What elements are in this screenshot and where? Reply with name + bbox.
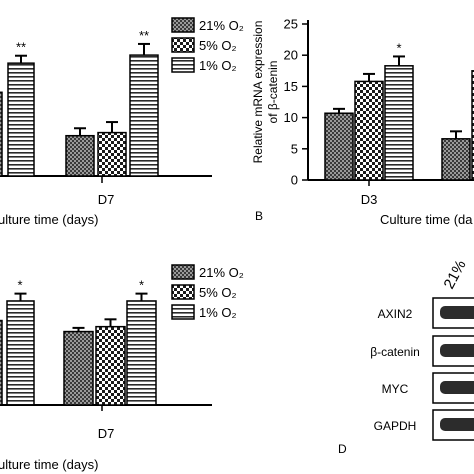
panel-b-category-label: D3 xyxy=(361,192,378,207)
panel-a-legend-swatch-1pct xyxy=(171,57,195,73)
panel-b-y-tick-label-15: 15 xyxy=(284,79,298,94)
panel-b-y-tick-label-25: 25 xyxy=(284,17,298,32)
panel-c-x-axis-label: ulture time (days) xyxy=(0,457,98,472)
blot-label-beta-catenin: β-catenin xyxy=(370,345,420,359)
panel-c-category-label: D7 xyxy=(98,426,115,441)
blot-label-myc: MYC xyxy=(382,382,409,396)
panel-b-y-axis-label-line1: Relative mRNA expression xyxy=(251,21,265,164)
western-blot-panel: 21% AXIN2 β-catenin MYC GAPDH xyxy=(370,257,474,441)
panel-a-legend-label-21pct: 21% O₂ xyxy=(199,18,244,33)
panel-a-x-axis-label: ulture time (days) xyxy=(0,212,98,227)
panel-a-offscreen-bar-0 xyxy=(0,91,3,177)
panel-a-offscreen-bar-1 xyxy=(7,62,35,177)
panel-b-bar-1pct xyxy=(384,65,414,181)
panel-b-chart: 0 5 10 15 20 25 * D3 Culture time (da Relativ… xyxy=(251,17,474,227)
panel-b-bar-5pct xyxy=(354,80,384,181)
panel-a-legend-label-5pct: 5% O₂ xyxy=(199,38,237,53)
panel-d-letter: D xyxy=(338,442,347,456)
panel-b-y-axis-label-line2: of β-catenin xyxy=(266,61,280,124)
panel-b-bar-21pct xyxy=(324,112,354,181)
panel-a-significance-mark: ** xyxy=(139,28,149,43)
panel-c-legend-label-5pct: 5% O₂ xyxy=(199,285,237,300)
panel-b-y-tick-label-0: 0 xyxy=(291,173,298,188)
panel-b-x-axis-label: Culture time (da xyxy=(380,212,473,227)
panel-c-legend-swatch-5pct xyxy=(171,284,195,300)
panel-a-legend: 21% O₂ 5% O₂ 1% O₂ xyxy=(171,17,244,73)
panel-c-significance-mark: * xyxy=(139,278,144,293)
panel-c-legend-swatch-21pct xyxy=(171,264,195,280)
blot-label-gapdh: GAPDH xyxy=(374,419,417,433)
panel-a-legend-swatch-5pct xyxy=(171,37,195,53)
blot-band-beta-catenin xyxy=(440,344,474,357)
blot-label-axin2: AXIN2 xyxy=(378,307,413,321)
panel-c-bar-5pct xyxy=(95,325,126,406)
panel-b-y-tick-label-20: 20 xyxy=(284,48,298,63)
panel-a-bar-5pct xyxy=(97,131,127,177)
panel-c-bar-21pct xyxy=(63,330,94,406)
blot-band-myc xyxy=(440,381,474,394)
panel-b-significance-mark: * xyxy=(396,40,401,55)
panel-a-bar-21pct xyxy=(65,134,95,177)
panel-a-chart: ** ** D7 ulture time (days) 21% O₂ 5% O₂ 1%… xyxy=(0,17,244,227)
panel-c-offscreen-bar-0 xyxy=(0,319,3,406)
panel-c-legend-label-1pct: 1% O₂ xyxy=(199,305,237,320)
panel-b-y-tick-label-5: 5 xyxy=(291,141,298,156)
panel-c-offscreen-bar-1 xyxy=(6,300,35,406)
panel-c-legend: 21% O₂ 5% O₂ 1% O₂ xyxy=(171,264,244,320)
panel-b-partial-bar-0 xyxy=(441,138,471,181)
panel-a-category-label: D7 xyxy=(98,192,115,207)
blot-band-axin2 xyxy=(440,306,474,319)
panel-c-chart: * * D7 ulture time (days) 21% O₂ 5% O₂ 1% O… xyxy=(0,264,244,472)
panel-a-legend-swatch-21pct xyxy=(171,17,195,33)
blot-band-gapdh xyxy=(440,418,474,431)
panel-c-legend-label-21pct: 21% O₂ xyxy=(199,265,244,280)
panel-c-legend-swatch-1pct xyxy=(171,304,195,320)
panel-a-offscreen-significance-mark: ** xyxy=(16,40,26,55)
panel-a-legend-label-1pct: 1% O₂ xyxy=(199,58,237,73)
panel-b-partial-bar-edge xyxy=(471,70,474,181)
panel-a-bar-1pct xyxy=(129,54,159,177)
panel-b-y-tick-label-10: 10 xyxy=(284,110,298,125)
blot-column-header: 21% xyxy=(441,257,470,291)
panel-c-offscreen-significance-mark: * xyxy=(17,278,22,293)
panel-b-letter: B xyxy=(255,209,263,223)
panel-c-bar-1pct xyxy=(126,300,157,406)
